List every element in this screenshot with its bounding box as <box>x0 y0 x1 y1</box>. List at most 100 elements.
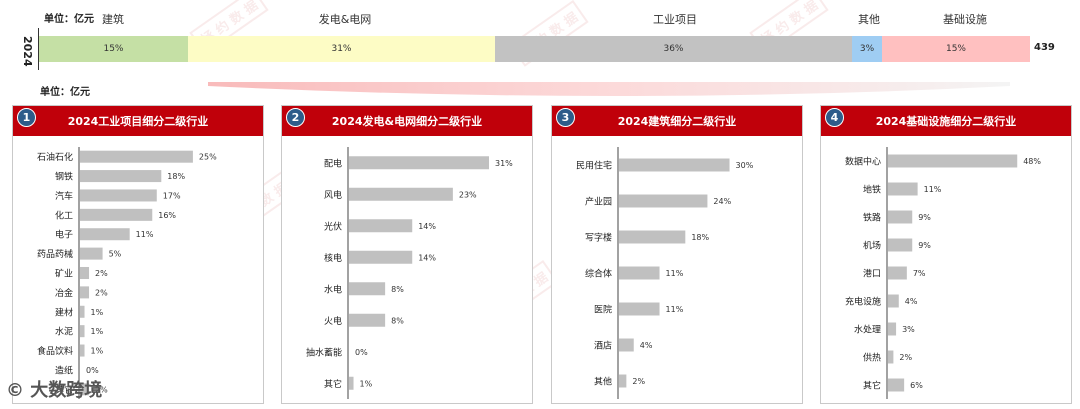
bar <box>80 228 130 241</box>
panel-number-badge: 2 <box>286 108 305 127</box>
bar <box>80 266 90 280</box>
bar <box>888 266 907 280</box>
bar <box>619 158 730 172</box>
category-label: 石油石化 <box>37 151 73 163</box>
value-label: 8% <box>391 285 404 294</box>
bar <box>80 344 85 357</box>
value-label: 2% <box>899 353 912 362</box>
category-label: 汽车 <box>55 190 73 202</box>
panel-power-grid: 2024发电&电网细分二级行业 2 配电 31% 风电 23% 光伏 14% 核电 14% 水电… <box>281 105 533 404</box>
value-label: 3% <box>902 325 915 334</box>
value-label: 5% <box>109 250 122 259</box>
bar <box>888 182 918 196</box>
value-label: 1% <box>360 379 373 388</box>
panel-industrial: 2024工业项目细分二级行业 1 石油石化 25% 钢铁 18% 汽车 17% 化工 16% 电… <box>12 105 264 404</box>
category-label: 冶金 <box>55 287 73 299</box>
category-label: 机场 <box>863 240 881 252</box>
value-label: 6% <box>910 381 923 390</box>
category-label: 水泥 <box>55 326 73 338</box>
value-label: 25% <box>199 153 217 162</box>
value-label: 30% <box>736 161 754 170</box>
category-label: 建材 <box>55 306 73 318</box>
value-label: 17% <box>163 191 181 200</box>
bar <box>888 238 913 252</box>
category-label: 食品饮料 <box>37 345 73 357</box>
panel-number-badge: 4 <box>825 108 844 127</box>
category-label: 民用住宅 <box>576 160 612 172</box>
value-label: 2% <box>95 269 108 278</box>
value-label: 1% <box>91 327 104 336</box>
bar <box>349 282 386 296</box>
value-label: 0% <box>86 366 99 375</box>
value-label: 11% <box>924 185 942 194</box>
value-label: 1% <box>91 347 104 356</box>
panel-number-badge: 3 <box>556 108 575 127</box>
category-label: 配电 <box>324 157 342 169</box>
bar <box>80 247 103 260</box>
bar <box>80 325 85 338</box>
category-label: 矿业 <box>55 268 73 280</box>
value-label: 14% <box>418 253 436 262</box>
bar <box>80 286 90 299</box>
panel-infrastructure: 2024基础设施细分二级行业 4 数据中心 48% 地铁 11% 铁路 9% 机场 9% 港口 7… <box>820 105 1072 404</box>
category-label: 水处理 <box>854 324 881 336</box>
value-label: 7% <box>913 269 926 278</box>
category-label: 数据中心 <box>845 156 881 168</box>
bar <box>80 189 157 202</box>
bar <box>349 187 453 201</box>
panel-number-badge: 1 <box>17 108 36 127</box>
category-label: 其它 <box>863 380 881 392</box>
bar <box>80 383 90 396</box>
bar <box>80 150 193 163</box>
stack-axis <box>38 28 39 70</box>
bar-chart-industrial: 石油石化 25% 钢铁 18% 汽车 17% 化工 16% 电子 11% 药品药械 5% 矿业 2% 冶金 2… <box>37 147 217 399</box>
panel-title: 2024发电&电网细分二级行业 <box>282 106 532 136</box>
category-label: 港口 <box>863 268 881 280</box>
bar <box>349 219 413 233</box>
panel-title: 2024建筑细分二级行业 <box>552 106 802 136</box>
category-label: 充电设施 <box>845 296 881 308</box>
category-label: 风电 <box>324 189 342 201</box>
category-label: 其他 <box>594 376 612 388</box>
stack-segment: 31% <box>188 36 495 62</box>
bar <box>888 294 899 308</box>
bar <box>80 208 153 221</box>
value-label: 11% <box>666 305 684 314</box>
brand-watermark: © 大数跨境 <box>6 380 103 401</box>
value-label: 1% <box>91 308 104 317</box>
value-label: 9% <box>918 241 931 250</box>
value-label: 14% <box>418 222 436 231</box>
bar <box>888 154 1018 168</box>
segment-name-building: 建筑 <box>102 13 124 26</box>
bar-chart-power-grid: 配电 31% 风电 23% 光伏 14% 核电 14% 水电 8% 火电 8% 抽水蓄能 0% 其它 1% <box>306 147 513 399</box>
bar <box>80 305 85 318</box>
value-label: 2% <box>632 377 645 386</box>
bar <box>888 210 913 224</box>
category-label: 其它 <box>324 378 342 390</box>
value-label: 48% <box>1023 157 1041 166</box>
bar <box>619 194 708 208</box>
value-label: 23% <box>459 190 477 199</box>
panel-building: 2024建筑细分二级行业 3 民用住宅 30% 产业园 24% 写字楼 18% 综合体 11%… <box>551 105 803 404</box>
value-label: 2% <box>95 288 108 297</box>
category-label: 铁路 <box>863 212 881 224</box>
category-label: 写字楼 <box>585 232 612 244</box>
bar <box>619 302 660 316</box>
total-value: 439 <box>1034 42 1055 53</box>
value-label: 9% <box>918 213 931 222</box>
value-label: 18% <box>691 233 709 242</box>
segment-name-other: 其他 <box>858 13 880 26</box>
category-label: 钢铁 <box>55 171 73 183</box>
category-label: 产业园 <box>585 196 612 208</box>
category-label: 光伏 <box>324 220 342 232</box>
value-label: 18% <box>167 172 185 181</box>
bar <box>349 376 354 390</box>
value-label: 24% <box>713 197 731 206</box>
category-label: 综合体 <box>585 268 612 280</box>
value-label: 4% <box>640 341 653 350</box>
detail-unit-label: 单位：亿元 <box>40 87 90 98</box>
category-label: 供热 <box>863 352 881 364</box>
bar <box>349 313 386 327</box>
bar <box>349 250 413 264</box>
value-label: 31% <box>495 159 513 168</box>
